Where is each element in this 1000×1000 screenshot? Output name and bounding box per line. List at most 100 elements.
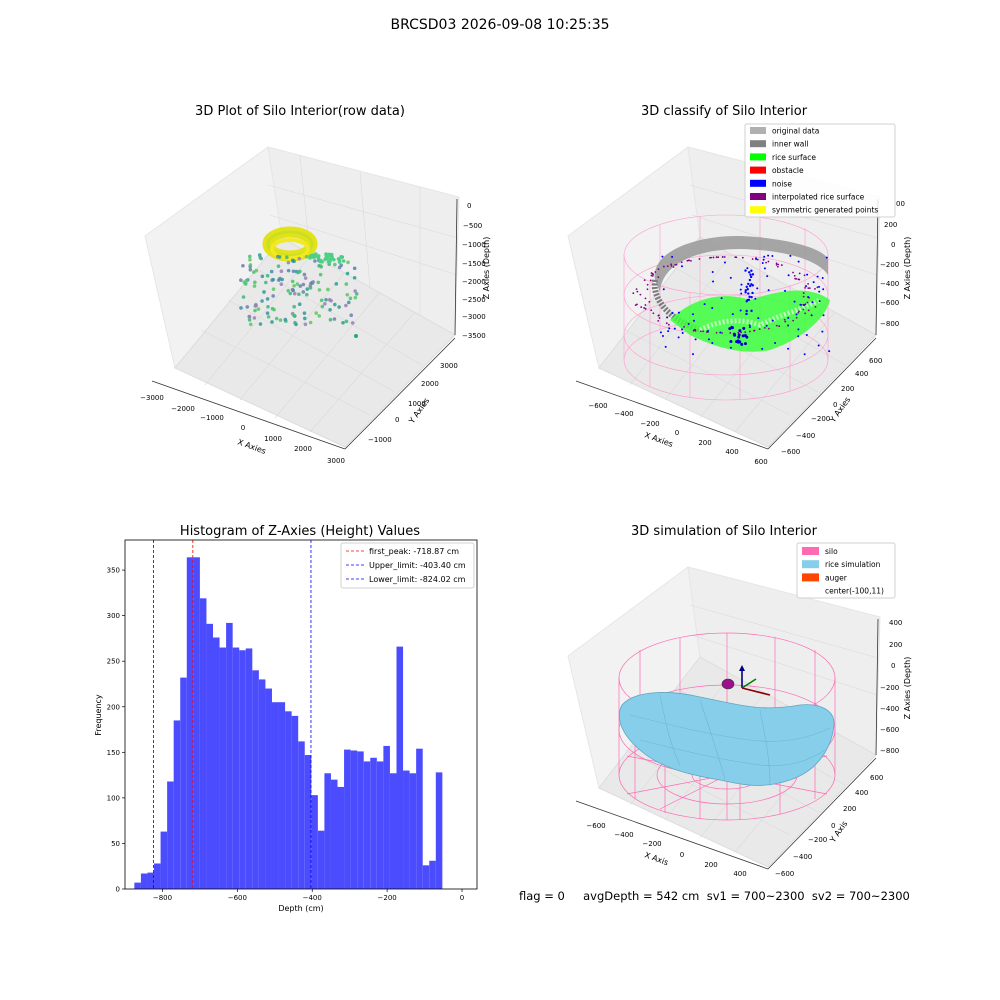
raw-data-point	[344, 319, 349, 324]
histogram-frame	[124, 539, 478, 890]
raw-xtick: 3000	[327, 457, 345, 465]
classify-legend-label: rice surface	[772, 153, 816, 162]
classify-ytick: 0	[833, 401, 837, 409]
raw-data-point	[302, 316, 307, 321]
classify-interpolated-point	[646, 288, 649, 291]
raw-data-point	[324, 256, 328, 260]
raw-data-point	[242, 280, 247, 285]
classify-interpolated-point	[710, 256, 712, 259]
raw-data-point	[326, 259, 331, 264]
classify-noise-point	[811, 301, 814, 304]
classify-noise-point	[748, 284, 752, 288]
histogram-y-tick-label: 250	[107, 658, 120, 666]
classify-noise-point	[797, 335, 800, 338]
raw-data-point	[319, 298, 324, 303]
histogram-x-tick-label: −800	[153, 894, 172, 902]
classify-interpolated-point	[652, 312, 655, 315]
classify-noise-point	[825, 256, 828, 259]
raw-data-point	[349, 313, 354, 318]
raw-xtick: −3000	[140, 394, 164, 402]
raw-data-point	[265, 273, 270, 278]
classify-noise-point	[694, 338, 697, 341]
classify-interpolated-point	[775, 324, 778, 327]
classify-noise-point	[787, 347, 790, 350]
classify-interpolated-point	[644, 307, 647, 310]
histogram-y-tick-label: 350	[107, 567, 120, 575]
classify-noise-point	[671, 311, 674, 314]
raw-data-point	[316, 280, 321, 285]
histogram-bar	[199, 598, 207, 889]
classify-interpolated-point	[751, 258, 754, 260]
classify-noise-point	[747, 292, 750, 295]
raw-data-point	[248, 267, 253, 272]
raw-data-point	[341, 259, 346, 263]
classify-interpolated-point	[802, 292, 805, 294]
classify-interpolated-point	[775, 263, 778, 266]
classify-noise-point	[756, 287, 759, 290]
classify-noise-point	[687, 322, 690, 325]
sim-rice-surface	[618, 692, 835, 786]
raw-data-point	[254, 268, 259, 273]
raw-data-point	[260, 274, 265, 279]
classify-interpolated-point	[698, 258, 701, 260]
classify-legend: original data inner wall rice surface obsta…	[744, 123, 896, 218]
classify-noise-point	[789, 254, 792, 257]
classify-interpolated-point	[735, 256, 738, 259]
classify-interpolated-point	[715, 256, 718, 259]
classify-legend-label: symmetric generated points	[772, 206, 878, 215]
raw-z-axis-label: Z Axies (Depth)	[482, 237, 491, 300]
classify-interpolated-point	[758, 328, 761, 331]
classify-noise-point	[671, 255, 674, 258]
classify-ztick: 200	[884, 221, 897, 229]
classify-noise-point	[787, 316, 790, 319]
classify-noise-point	[740, 342, 744, 346]
histogram-y-tick-label: 200	[107, 703, 120, 711]
classify-interpolated-point	[694, 329, 697, 331]
classify-interpolated-point	[795, 316, 798, 319]
classify-interpolated-point	[802, 295, 805, 298]
raw-data-point	[348, 296, 353, 301]
sim-xtick: −200	[642, 840, 661, 848]
histogram-x-axis-label: Depth (cm)	[278, 904, 323, 913]
classify-interpolated-point	[667, 323, 670, 326]
classify-noise-point	[803, 304, 806, 307]
classify-noise-point	[745, 309, 748, 313]
histogram-bar	[435, 772, 443, 889]
classify-ytick: 200	[841, 385, 854, 393]
classify-noise-point	[681, 331, 684, 334]
classify-noise-point	[737, 333, 741, 337]
classify-ztick: −200	[880, 261, 899, 269]
classify-interpolated-point	[792, 319, 795, 322]
raw-data-point	[247, 318, 252, 322]
raw-data-point	[239, 306, 243, 310]
classify-interpolated-point	[649, 279, 652, 282]
classify-interpolated-point	[795, 277, 798, 280]
classify-noise-point	[729, 340, 733, 344]
classify-noise-point	[787, 324, 790, 327]
histogram-bar	[147, 872, 155, 889]
raw-data-point	[333, 262, 337, 267]
histogram-legend-label: Lower_limit: -824.02 cm	[369, 575, 466, 584]
raw-ytick: −1000	[368, 436, 392, 444]
classify-noise-point	[797, 260, 800, 263]
raw-ztick: −500	[463, 222, 482, 230]
classify-noise-point	[746, 288, 749, 291]
raw-data-point	[311, 280, 316, 284]
classify-xtick: 0	[675, 429, 679, 437]
histogram-bar	[389, 773, 397, 889]
raw-data-point	[345, 292, 350, 297]
raw-xtick: 1000	[264, 435, 282, 443]
classify-noise-point	[729, 346, 732, 349]
sim-ztick: −200	[880, 684, 899, 692]
raw-data-point	[239, 278, 243, 282]
histogram-bar	[324, 773, 331, 889]
classify-interpolated-point	[632, 292, 635, 295]
histogram-bar	[160, 831, 168, 889]
sim-xtick: −600	[586, 822, 605, 830]
raw-data-point	[274, 316, 279, 321]
classify-ztick: −600	[880, 299, 899, 307]
raw-data-point	[245, 305, 250, 309]
classify-legend-swatch	[750, 153, 766, 161]
raw-data-point	[292, 304, 296, 309]
